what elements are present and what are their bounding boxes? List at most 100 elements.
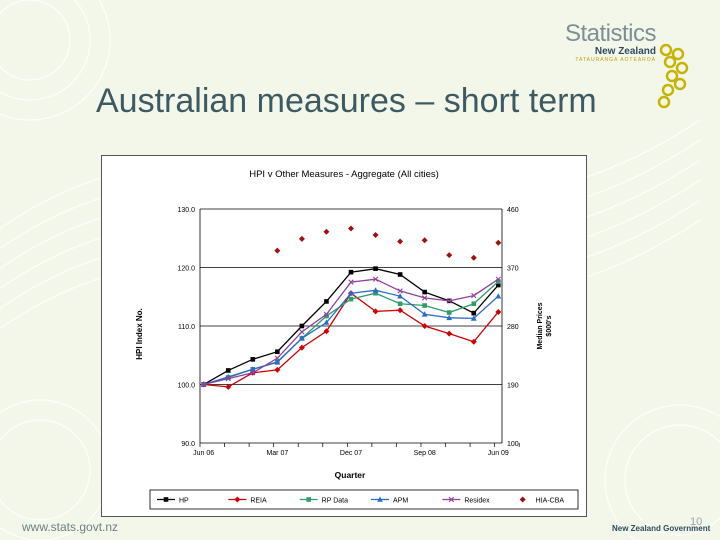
data-point bbox=[323, 311, 330, 317]
series-hp bbox=[201, 266, 501, 387]
footer-government: New Zealand Government bbox=[612, 524, 711, 533]
data-point bbox=[373, 290, 378, 296]
x-tick-label: Jun 06 bbox=[193, 450, 214, 457]
data-point bbox=[323, 319, 330, 325]
logo-maori: TATAURANGA AOTEAROA bbox=[575, 57, 656, 63]
data-point bbox=[348, 296, 354, 302]
data-point bbox=[225, 383, 232, 390]
legend-label: RP Data bbox=[322, 498, 348, 505]
data-point bbox=[471, 310, 477, 316]
data-point bbox=[372, 308, 379, 315]
data-point bbox=[422, 303, 427, 308]
y2-axis-label-line1: Median Prices bbox=[537, 302, 544, 349]
chart-title: HPI v Other Measures - Aggregate (All ci… bbox=[249, 169, 439, 180]
y-tick-label: 110.0 bbox=[178, 324, 195, 331]
logo-rings-icon bbox=[657, 43, 689, 109]
data-point bbox=[397, 288, 403, 294]
series-apm bbox=[200, 287, 502, 387]
x-tick-label: Jun 09 bbox=[488, 450, 509, 457]
y2-tick-label: 100 bbox=[507, 441, 519, 448]
legend-marker bbox=[234, 496, 241, 503]
data-point bbox=[299, 323, 305, 329]
data-point bbox=[274, 366, 281, 373]
data-point bbox=[348, 225, 354, 232]
legend-marker bbox=[377, 496, 383, 502]
data-point bbox=[373, 266, 378, 271]
data-point bbox=[298, 344, 305, 351]
data-point bbox=[298, 235, 305, 242]
chart-panel: HPI v Other Measures - Aggregate (All ci… bbox=[101, 155, 587, 517]
legend-label: Residex bbox=[464, 498, 490, 505]
data-point bbox=[397, 307, 404, 314]
data-point bbox=[250, 357, 256, 362]
data-point bbox=[298, 335, 305, 341]
data-point bbox=[372, 276, 379, 282]
data-point bbox=[225, 368, 231, 373]
data-point bbox=[446, 298, 452, 304]
legend-marker bbox=[519, 496, 526, 503]
data-point bbox=[421, 311, 428, 317]
data-point bbox=[495, 308, 502, 315]
data-point bbox=[397, 272, 403, 277]
data-point bbox=[495, 276, 502, 282]
data-point bbox=[495, 293, 502, 299]
legend-label: APM bbox=[393, 498, 408, 505]
logo-word: Statistics bbox=[564, 20, 657, 47]
data-point bbox=[397, 293, 404, 299]
data-point bbox=[397, 238, 404, 245]
hpi-chart: HPI v Other Measures - Aggregate (All ci… bbox=[135, 169, 579, 510]
data-point bbox=[324, 313, 329, 319]
data-point bbox=[324, 299, 329, 304]
data-point bbox=[446, 252, 453, 259]
data-point bbox=[422, 289, 427, 295]
series-hia-cba bbox=[274, 225, 502, 261]
data-point bbox=[348, 279, 354, 285]
data-point bbox=[421, 295, 428, 301]
data-point bbox=[446, 314, 453, 321]
data-point bbox=[470, 338, 477, 345]
y2-axis-label-line2: $000's bbox=[546, 315, 553, 336]
legend-marker bbox=[448, 496, 455, 503]
data-point bbox=[323, 328, 330, 335]
y2-tick-label: 190 bbox=[507, 383, 519, 390]
x-axis-label: Quarter bbox=[335, 470, 366, 480]
y2-tick-label: 370 bbox=[507, 266, 519, 273]
series-line bbox=[203, 268, 499, 386]
data-point bbox=[496, 279, 501, 284]
data-point bbox=[274, 359, 281, 365]
legend-marker bbox=[163, 497, 169, 502]
y-tick-label: 130.0 bbox=[177, 207, 195, 214]
footer-url[interactable]: www.stats.govt.nz bbox=[22, 520, 119, 534]
data-point bbox=[372, 287, 379, 293]
slide-title: Australian measures – short term bbox=[96, 82, 597, 120]
stats-nz-logo: Statistics New Zealand TATAURANGA AOTEAR… bbox=[564, 20, 690, 109]
data-point bbox=[299, 329, 305, 335]
y2-tick-label: 280 bbox=[507, 324, 519, 331]
data-point bbox=[323, 228, 330, 235]
data-point bbox=[495, 239, 502, 246]
data-point bbox=[274, 355, 281, 361]
logo-subtitle: New Zealand bbox=[594, 46, 656, 57]
legend-label: HP bbox=[179, 498, 189, 505]
data-point bbox=[446, 330, 453, 337]
series-line bbox=[203, 289, 499, 386]
legend-box bbox=[149, 489, 579, 510]
data-point bbox=[421, 237, 428, 244]
y-tick-label: 100.0 bbox=[177, 383, 195, 390]
data-point bbox=[421, 323, 428, 329]
y-tick-label: 120.0 bbox=[177, 266, 195, 273]
data-point bbox=[225, 375, 231, 382]
data-point bbox=[397, 301, 403, 307]
data-point bbox=[470, 254, 477, 261]
data-point bbox=[496, 282, 501, 288]
series-residex bbox=[200, 276, 502, 388]
data-point bbox=[249, 366, 256, 372]
x-tick-label: Mar 07 bbox=[266, 450, 288, 457]
data-point bbox=[274, 247, 281, 254]
data-point bbox=[348, 290, 354, 296]
legend-label: REIA bbox=[250, 498, 267, 505]
data-point bbox=[200, 381, 207, 388]
y-tick-label: 90.0 bbox=[181, 441, 195, 448]
data-point bbox=[471, 292, 477, 299]
data-point bbox=[471, 301, 477, 307]
